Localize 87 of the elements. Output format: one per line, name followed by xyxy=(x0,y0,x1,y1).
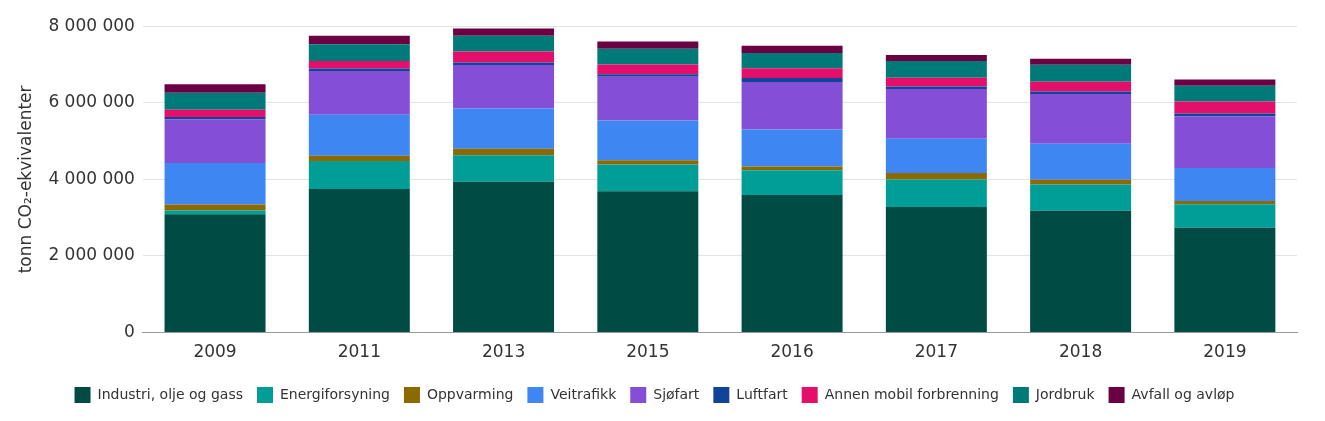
bar xyxy=(308,44,410,61)
bar xyxy=(1030,58,1132,65)
bar xyxy=(164,92,266,110)
bar xyxy=(597,164,699,192)
bar xyxy=(741,195,843,333)
x-tick-label: 2015 xyxy=(626,341,670,362)
bar xyxy=(597,120,699,161)
bar xyxy=(1030,184,1132,211)
y-tick-label: 6 000 000 xyxy=(48,91,135,112)
bar xyxy=(164,214,266,333)
bar xyxy=(885,89,987,139)
legend-label: Jordbruk xyxy=(1034,385,1096,402)
bar xyxy=(308,60,410,69)
legend-label: Energiforsyning xyxy=(279,385,390,402)
bar xyxy=(741,52,843,69)
bar xyxy=(597,41,699,49)
bar xyxy=(1030,210,1132,333)
x-tick-label: 2019 xyxy=(1203,341,1247,362)
bar xyxy=(885,61,987,78)
bar xyxy=(308,35,410,45)
bar xyxy=(1174,116,1276,169)
legend-label: Oppvarming xyxy=(426,385,514,402)
bar xyxy=(1030,81,1132,92)
bar xyxy=(308,161,410,189)
bar xyxy=(164,163,266,205)
bar xyxy=(1174,101,1276,114)
bar xyxy=(597,64,699,75)
y-tick-label: 8 000 000 xyxy=(48,14,135,35)
bar xyxy=(885,179,987,207)
bar xyxy=(741,170,843,196)
bar xyxy=(885,138,987,173)
bar xyxy=(453,64,555,109)
bar xyxy=(453,108,555,149)
bar xyxy=(741,68,843,79)
bar xyxy=(308,114,410,156)
bar xyxy=(164,119,266,164)
bar xyxy=(597,191,699,333)
bar xyxy=(741,45,843,53)
x-tick-label: 2018 xyxy=(1058,341,1103,362)
x-tick-label: 2017 xyxy=(914,341,958,362)
bar xyxy=(453,28,555,36)
bar xyxy=(741,78,843,82)
bar xyxy=(453,35,555,52)
bar xyxy=(1174,204,1276,228)
legend-label: Industri, olje og gass xyxy=(97,385,243,402)
bar xyxy=(1030,93,1132,144)
bar xyxy=(597,74,699,77)
x-tick-label: 2011 xyxy=(337,341,381,362)
bar xyxy=(164,204,266,211)
bar xyxy=(453,181,555,333)
legend-label: Luftfart xyxy=(736,385,789,402)
bar xyxy=(885,77,987,87)
bar xyxy=(164,84,266,93)
bar xyxy=(885,172,987,180)
bar xyxy=(308,155,410,162)
bar xyxy=(453,51,555,63)
x-tick-label: 2016 xyxy=(770,341,814,362)
bar xyxy=(597,48,699,65)
y-tick-label: 2 000 000 xyxy=(48,244,135,265)
x-tick-label: 2009 xyxy=(193,341,237,362)
bar xyxy=(597,76,699,121)
legend-label: Veitrafikk xyxy=(550,385,618,402)
bar xyxy=(1030,64,1132,82)
y-tick-label: 4 000 000 xyxy=(48,167,135,188)
bar xyxy=(741,129,843,167)
bar xyxy=(1174,168,1276,202)
bar xyxy=(1174,227,1276,333)
bar xyxy=(885,206,987,333)
bar xyxy=(453,148,555,156)
bar xyxy=(453,155,555,182)
bar xyxy=(1174,79,1276,86)
bar xyxy=(741,81,843,130)
bar xyxy=(1174,201,1276,205)
legend-label: Sjøfart xyxy=(653,385,700,402)
bar xyxy=(885,55,987,62)
bar xyxy=(1174,85,1276,102)
legend-label: Annen mobil forbrenning xyxy=(824,385,999,402)
bar xyxy=(1030,143,1132,180)
y-axis-title: tonn CO₂-ekvivalenter xyxy=(14,85,35,274)
bar xyxy=(453,62,555,65)
bar xyxy=(597,160,699,165)
bar xyxy=(164,109,266,118)
bar xyxy=(308,71,410,115)
legend-label: Avfall og avløp xyxy=(1131,385,1235,402)
y-tick-label: 0 xyxy=(124,321,135,342)
x-tick-label: 2013 xyxy=(481,341,526,362)
bar xyxy=(308,188,410,333)
